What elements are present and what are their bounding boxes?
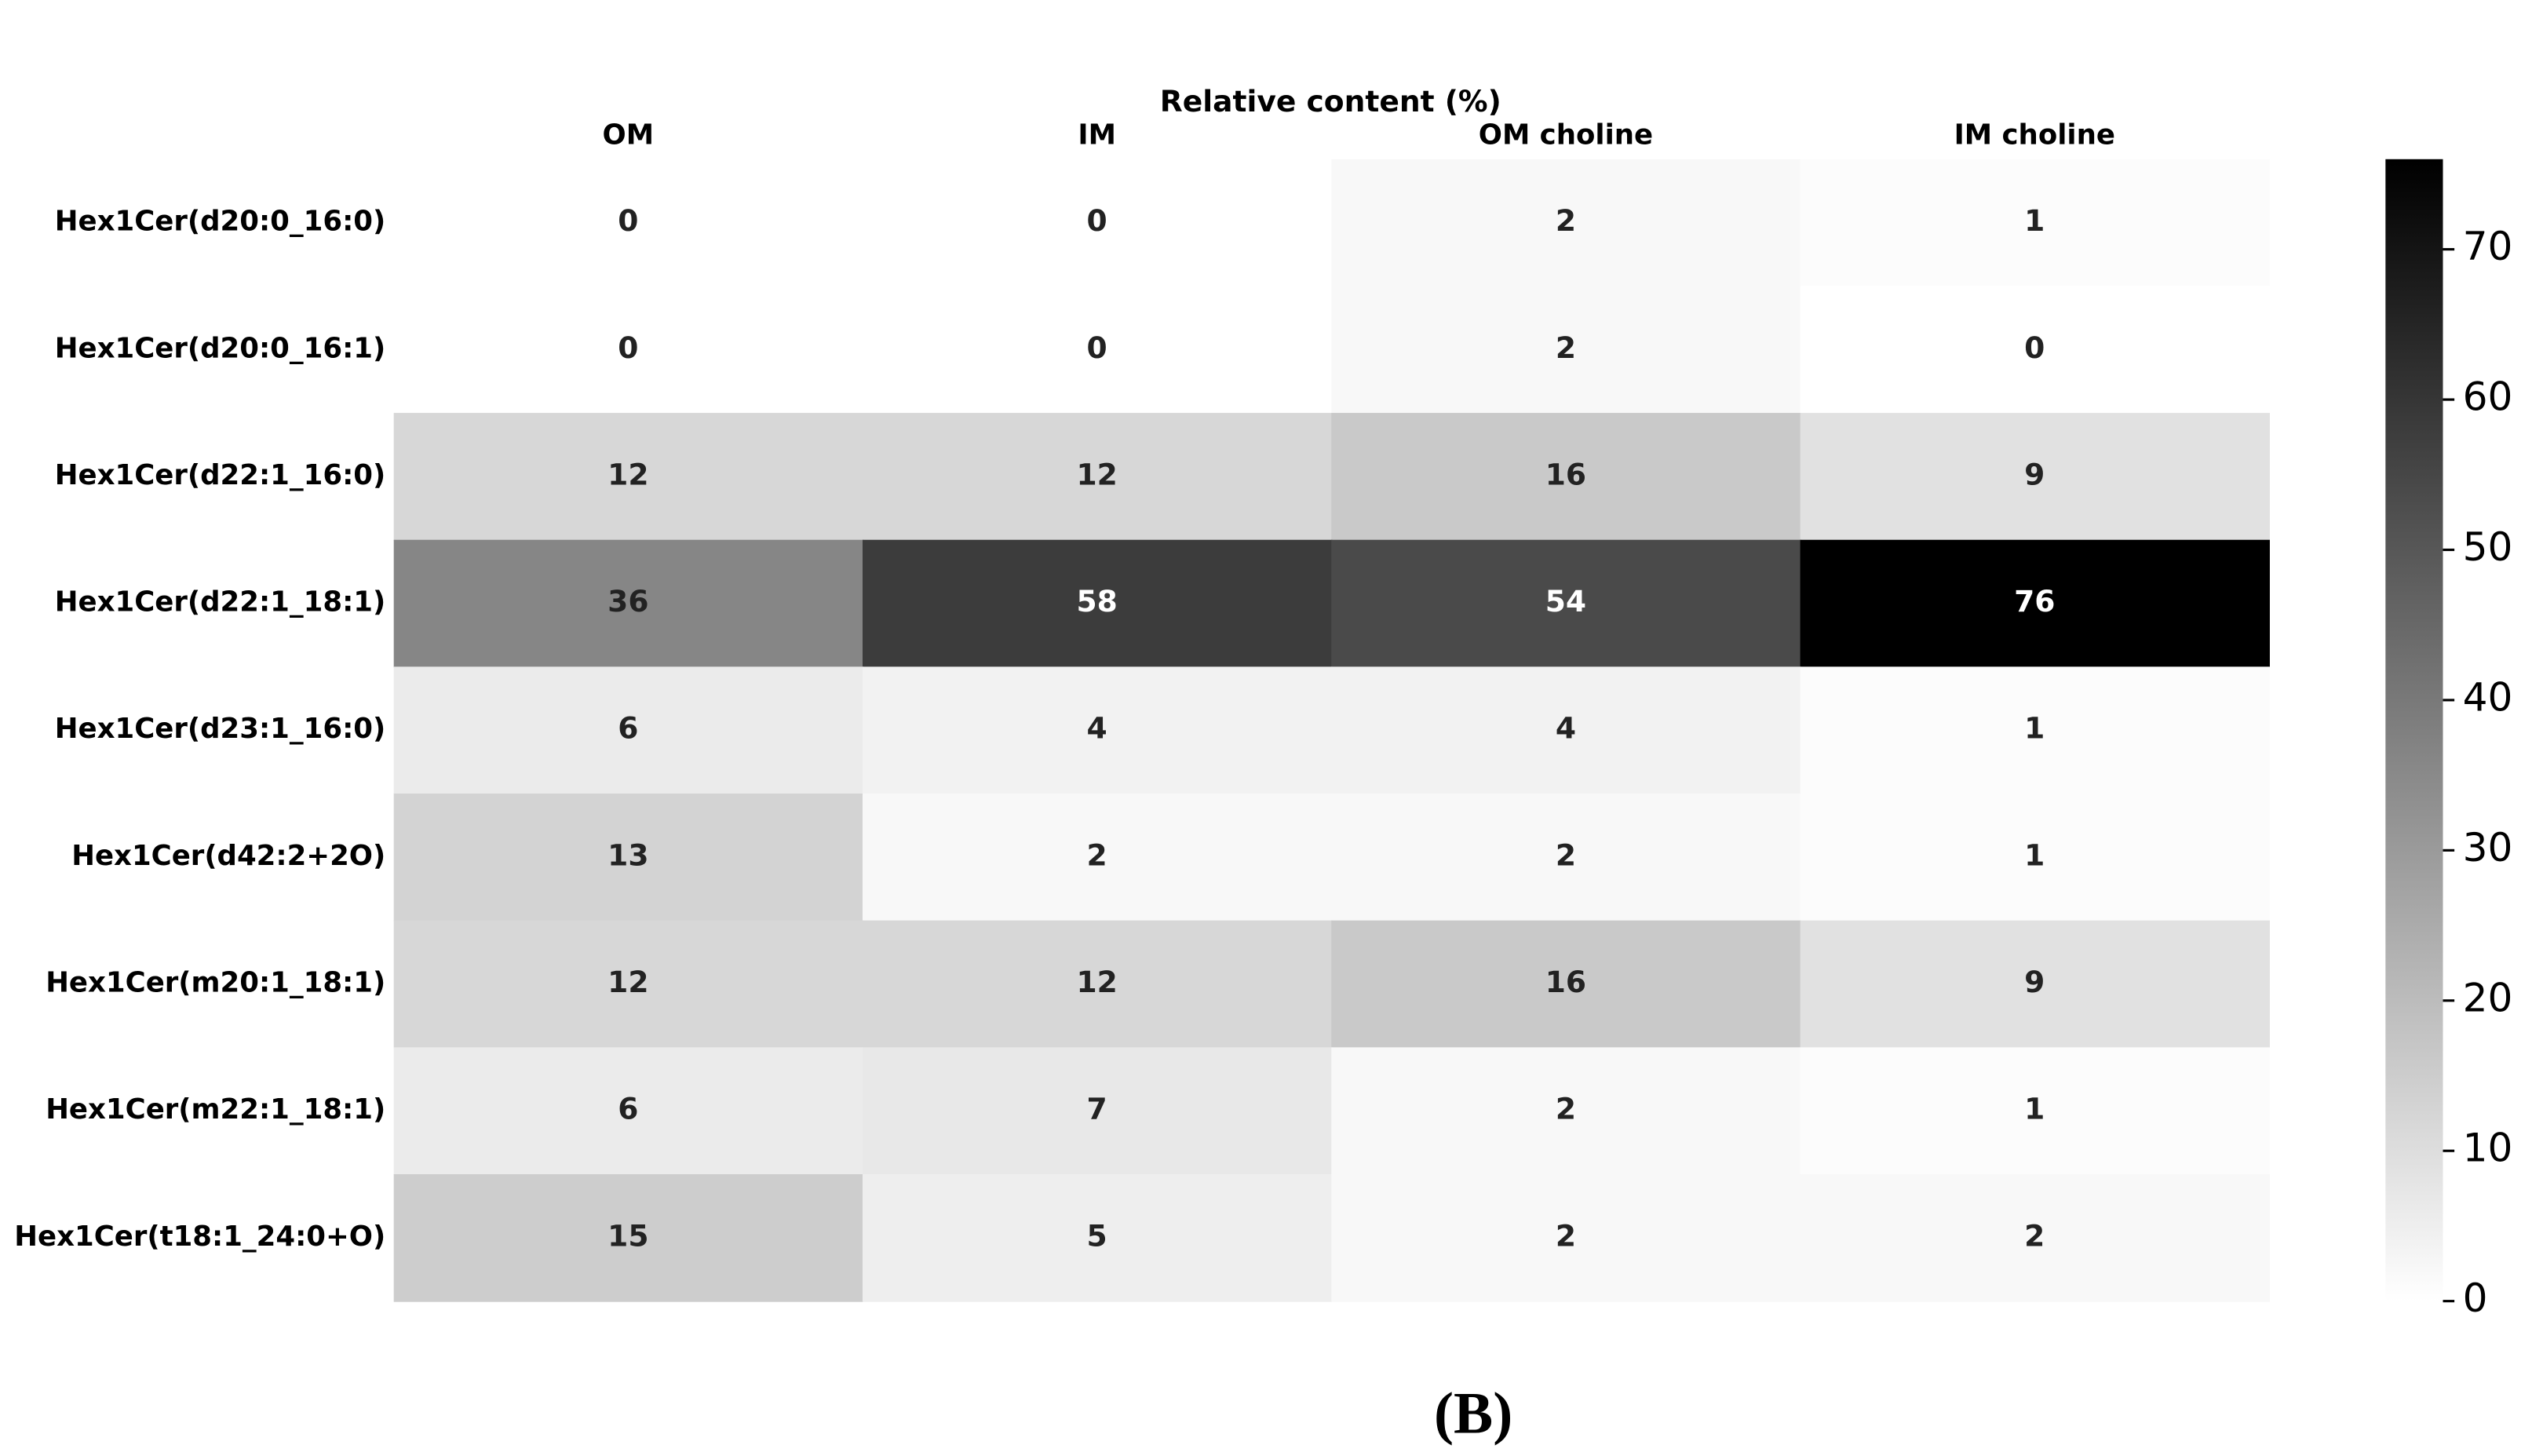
heatmap-cell [1331,1173,1801,1302]
cell-label: 2 [1556,1092,1576,1126]
heatmap-cell [393,1047,864,1176]
cell-label: 1 [2024,203,2045,238]
cell-label: 5 [1087,1218,1107,1253]
heatmap-cell [1331,413,1801,541]
cell-label: 4 [1556,711,1576,746]
cell-label: 2 [1556,330,1576,365]
heatmap-cell [862,920,1333,1049]
heatmap-cell [393,920,864,1049]
heatmap-cell [862,413,1333,541]
colorbar-tick-label: 10 [2463,1125,2513,1171]
colorbar-tick-label: 50 [2463,524,2513,570]
colorbar-tick-label: 60 [2463,374,2513,420]
cell-label: 2 [1556,1218,1576,1253]
heatmap-cell [393,666,864,795]
cell-label: 6 [618,711,638,746]
column-label: OM choline [1479,119,1653,151]
cell-label: 0 [1087,330,1107,365]
heatmap-cell [393,1173,864,1302]
row-label: Hex1Cer(d22:1_18:1) [55,586,385,619]
row-label: Hex1Cer(d20:0_16:1) [55,332,385,364]
chart-title: Relative content (%) [1160,84,1501,119]
cell-label: 9 [2024,965,2045,999]
cell-label: 4 [1087,711,1107,746]
row-label: Hex1Cer(d42:2+2O) [71,840,385,872]
cell-label: 16 [1545,457,1586,491]
heatmap-cell [1331,159,1801,287]
heatmap-cell [1331,539,1801,668]
cell-label: 1 [2024,711,2045,746]
heatmap-cell [393,159,864,287]
heatmap-cell [1800,794,2270,921]
cell-label: 12 [607,457,648,491]
column-label: IM [1078,119,1116,151]
cell-label: 7 [1087,1092,1107,1126]
cell-label: 0 [1087,203,1107,238]
cell-label: 54 [1545,584,1586,619]
heatmap-cell [862,794,1333,921]
heatmap-cell [1800,920,2270,1049]
heatmap-cell [862,1047,1333,1176]
heatmap-cell [862,666,1333,795]
cell-label: 12 [1076,457,1117,491]
cell-label: 6 [618,1092,638,1126]
heatmap-cell [862,159,1333,287]
heatmap-cell [1331,920,1801,1049]
colorbar-tick-label: 0 [2463,1275,2488,1321]
colorbar [2385,159,2443,1301]
row-label: Hex1Cer(m20:1_18:1) [46,967,385,999]
row-label: Hex1Cer(d22:1_16:0) [55,459,385,491]
heatmap-cell [1800,539,2270,668]
cell-label: 0 [618,330,638,365]
cell-label: 12 [1076,965,1117,999]
heatmap-cell [393,413,864,541]
heatmap-cell [1331,666,1801,795]
heatmap-cell [1800,1173,2270,1302]
cell-label: 2 [1556,837,1576,872]
cell-label: 2 [1087,837,1107,872]
cell-label: 15 [607,1218,648,1253]
row-label: Hex1Cer(d23:1_16:0) [55,713,385,745]
heatmap-cell [1331,794,1801,921]
cell-label: 13 [607,837,648,872]
cell-label: 0 [618,203,638,238]
cell-label: 1 [2024,837,2045,872]
heatmap-cell [862,286,1333,414]
cell-label: 1 [2024,1092,2045,1126]
colorbar-tick-label: 20 [2463,974,2513,1020]
cell-label: 12 [607,965,648,999]
heatmap-cell [1800,159,2270,287]
caption: (B) [1434,1381,1512,1446]
heatmap-cell [1800,413,2270,541]
row-label: Hex1Cer(t18:1_24:0+O) [14,1221,385,1253]
colorbar-tick-label: 30 [2463,824,2513,870]
heatmap-cell [393,794,864,921]
cell-label: 0 [2024,330,2045,365]
column-label: IM choline [1954,119,2115,151]
heatmap-cell [1800,286,2270,414]
heatmap-cell [1331,1047,1801,1176]
heatmap-cell [393,286,864,414]
cell-label: 16 [1545,965,1586,999]
heatmap-cell [1800,1047,2270,1176]
heatmap-cell [1800,666,2270,795]
colorbar-tick-label: 70 [2463,223,2513,269]
cell-label: 76 [2014,584,2055,619]
cell-label: 58 [1076,584,1117,619]
colorbar-tick-label: 40 [2463,673,2513,720]
heatmap-cell [862,1173,1333,1302]
heatmap-cell [393,539,864,668]
heatmap-cell [862,539,1333,668]
row-label: Hex1Cer(d20:0_16:0) [55,206,385,238]
cell-label: 9 [2024,457,2045,491]
heatmap-cell [1331,286,1801,414]
cell-label: 2 [2024,1218,2045,1253]
cell-label: 2 [1556,203,1576,238]
cell-label: 36 [607,584,648,619]
row-label: Hex1Cer(m22:1_18:1) [46,1093,385,1126]
column-label: OM [603,119,655,151]
